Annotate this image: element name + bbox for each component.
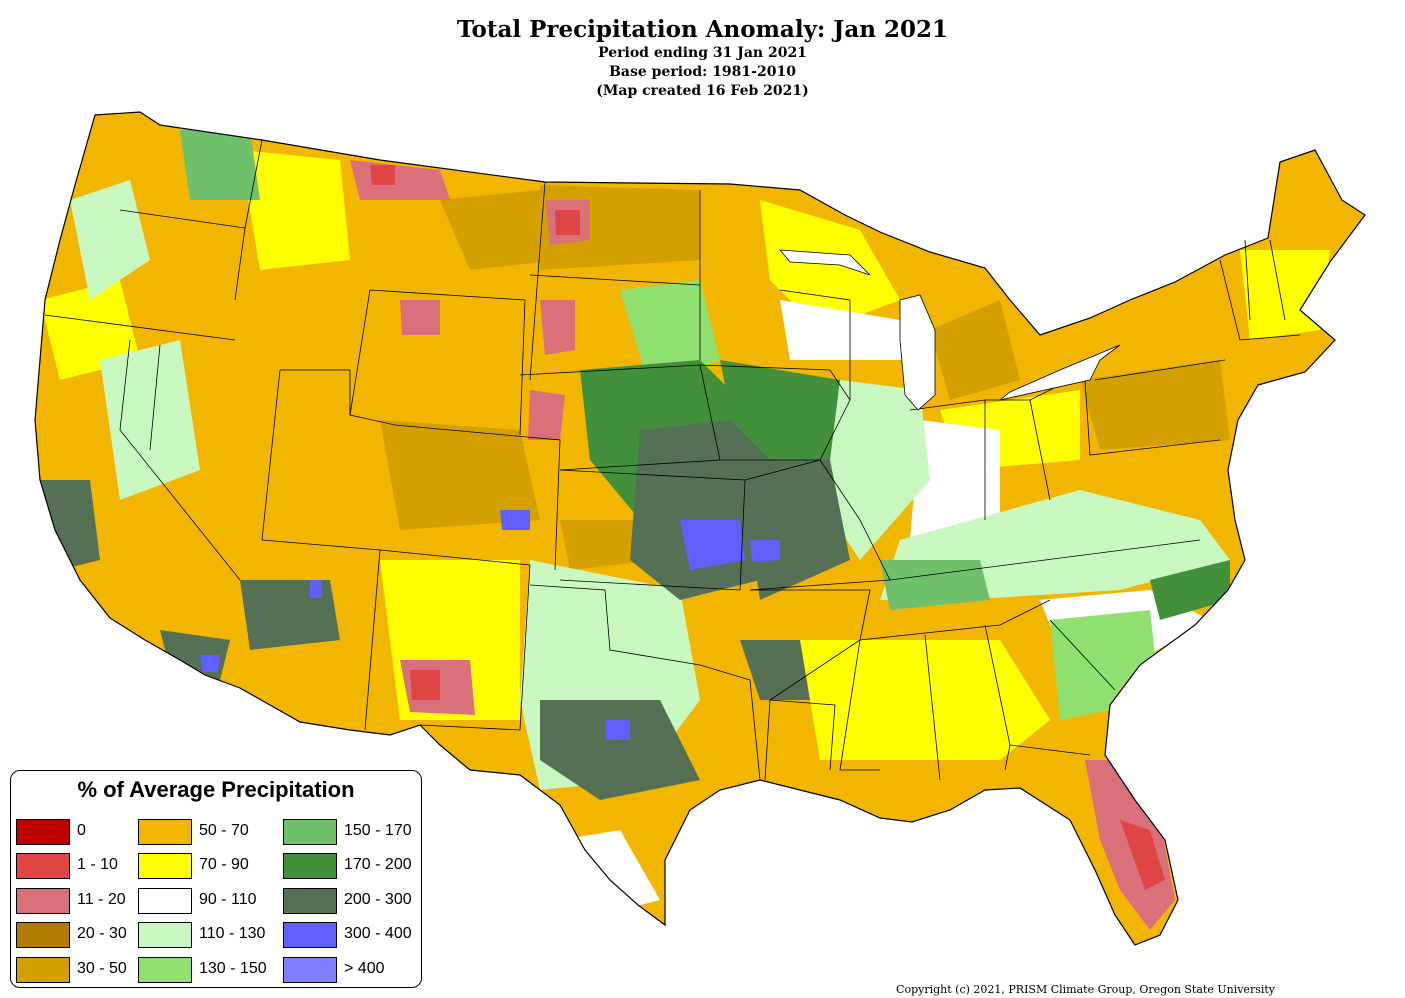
map-title: Total Precipitation Anomaly: Jan 2021 xyxy=(457,16,948,43)
legend-swatch xyxy=(138,957,192,983)
legend-swatch xyxy=(16,922,70,948)
legend-label: 110 - 130 xyxy=(199,925,266,942)
legend-label: 150 - 170 xyxy=(344,822,412,839)
legend-label: 170 - 200 xyxy=(344,856,412,873)
legend-label: 11 - 20 xyxy=(77,891,126,908)
legend-swatch xyxy=(138,853,192,879)
map-subtitle-period: Period ending 31 Jan 2021 xyxy=(598,45,807,61)
legend-swatch xyxy=(16,888,70,914)
legend-swatch xyxy=(138,922,192,948)
legend-label: 200 - 300 xyxy=(344,891,412,908)
legend: % of Average Precipitation 0 1 - 10 11 - 2… xyxy=(10,770,422,988)
legend-swatch xyxy=(283,853,337,879)
legend-swatch xyxy=(16,853,70,879)
legend-swatch xyxy=(283,957,337,983)
legend-swatch xyxy=(138,819,192,845)
legend-title: % of Average Precipitation xyxy=(77,777,355,802)
legend-label: 70 - 90 xyxy=(199,856,249,873)
map-subtitle-created: (Map created 16 Feb 2021) xyxy=(596,83,809,99)
legend-label: 0 xyxy=(77,822,86,839)
legend-label: 300 - 400 xyxy=(344,925,412,942)
legend-label: 90 - 110 xyxy=(199,891,257,908)
map-subtitle-base: Base period: 1981-2010 xyxy=(609,64,796,80)
legend-label: 20 - 30 xyxy=(77,925,127,942)
legend-swatch xyxy=(283,888,337,914)
legend-label: 30 - 50 xyxy=(77,960,127,977)
legend-label: 50 - 70 xyxy=(199,822,249,839)
copyright: Copyright (c) 2021, PRISM Climate Group,… xyxy=(896,983,1275,996)
legend-label: 130 - 150 xyxy=(199,960,267,977)
legend-swatch xyxy=(283,819,337,845)
legend-label: > 400 xyxy=(344,960,385,977)
legend-swatch xyxy=(16,819,70,845)
legend-swatch xyxy=(138,888,192,914)
legend-label: 1 - 10 xyxy=(77,856,118,873)
legend-swatch xyxy=(283,922,337,948)
legend-swatch xyxy=(16,957,70,983)
